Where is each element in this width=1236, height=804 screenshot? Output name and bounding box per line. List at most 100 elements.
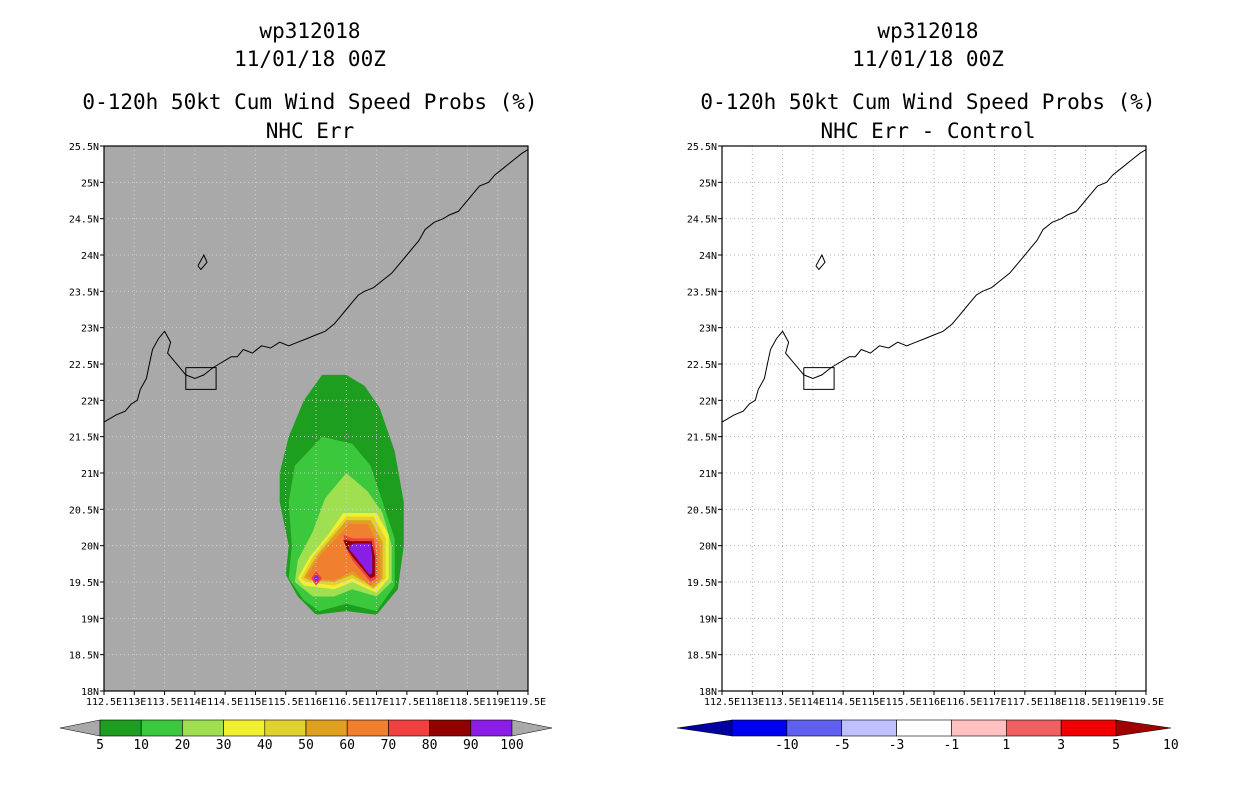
y-tick-label: 18N bbox=[81, 687, 99, 698]
y-tick-label: 24N bbox=[699, 251, 717, 262]
colorbar-swatch bbox=[429, 719, 472, 737]
colorbar-low-arrow bbox=[676, 719, 733, 737]
coastline-segment bbox=[815, 253, 826, 271]
y-tick-label: 25N bbox=[699, 178, 717, 189]
x-tick-label: 118.5E bbox=[449, 697, 485, 708]
grid bbox=[104, 146, 528, 691]
colorbar-label: 30 bbox=[216, 738, 232, 753]
x-tick-label: 117.5E bbox=[389, 697, 425, 708]
y-tick-label: 25.5N bbox=[687, 142, 717, 153]
y-tick-label: 22N bbox=[699, 396, 717, 407]
y-tick-label: 23.5N bbox=[687, 287, 717, 298]
right-title: wp312018 11/01/18 00Z 0-120h 50kt Cum Wi… bbox=[700, 19, 1155, 143]
y-tick-label: 24.5N bbox=[69, 215, 99, 226]
title-line-1: wp312018 bbox=[259, 19, 360, 43]
colorbar-label: 5 bbox=[1112, 738, 1120, 753]
y-tick-label: 20.5N bbox=[69, 505, 99, 516]
colorbar-swatch bbox=[346, 719, 389, 737]
colorbar-label: 90 bbox=[463, 738, 479, 753]
x-tick-label: 114.5E bbox=[207, 697, 243, 708]
colorbar-swatch bbox=[1060, 719, 1117, 737]
y-tick-label: 23N bbox=[699, 324, 717, 335]
colorbar-label: 3 bbox=[1057, 738, 1065, 753]
colorbar-swatch bbox=[951, 719, 1007, 737]
x-tick-label: 117E bbox=[983, 697, 1007, 708]
x-tick-label: 113.5E bbox=[147, 697, 183, 708]
colorbar-swatch bbox=[731, 719, 788, 737]
colorbar-label: -5 bbox=[834, 738, 850, 753]
x-tick-label: 115.5E bbox=[268, 697, 304, 708]
title-line-4: NHC Err bbox=[266, 119, 355, 143]
colorbar-label: -1 bbox=[944, 738, 960, 753]
colorbar-swatch bbox=[896, 719, 952, 737]
title-line-1: wp312018 bbox=[877, 19, 978, 43]
x-tick-label: 119E bbox=[1104, 697, 1128, 708]
left-title: wp312018 11/01/18 00Z 0-120h 50kt Cum Wi… bbox=[82, 19, 537, 143]
y-tick-label: 20.5N bbox=[687, 505, 717, 516]
y-tick-label: 23.5N bbox=[69, 287, 99, 298]
colorbar-label: -10 bbox=[775, 738, 798, 753]
x-tick-label: 116E bbox=[304, 697, 328, 708]
x-tick-label: 115E bbox=[861, 697, 885, 708]
colorbar-low-arrow bbox=[59, 719, 101, 737]
map-area bbox=[721, 145, 1147, 692]
x-tick-label: 117.5E bbox=[1007, 697, 1043, 708]
x-tick-label: 113.5E bbox=[765, 697, 801, 708]
y-tick-label: 18.5N bbox=[69, 651, 99, 662]
colorbar-swatch bbox=[470, 719, 513, 737]
colorbar-swatch bbox=[786, 719, 843, 737]
colorbar-swatch bbox=[305, 719, 348, 737]
colorbar-swatch bbox=[264, 719, 307, 737]
colorbar-label: 80 bbox=[422, 738, 438, 753]
x-tick-label: 113E bbox=[740, 697, 764, 708]
axis-ticks: 112.5E 113E 113.5E 114E 114.5E 115E 115.5E 116E… bbox=[687, 142, 1164, 708]
x-tick-label: 114.5E bbox=[825, 697, 861, 708]
title-line-2: 11/01/18 00Z bbox=[852, 47, 1004, 71]
colorbar-label: 60 bbox=[339, 738, 355, 753]
colorbar-label: 10 bbox=[1163, 738, 1179, 753]
x-tick-label: 118.5E bbox=[1067, 697, 1103, 708]
x-tick-label: 115.5E bbox=[886, 697, 922, 708]
colorbar-swatch bbox=[223, 719, 266, 737]
y-tick-label: 19N bbox=[699, 614, 717, 625]
y-tick-label: 19N bbox=[81, 614, 99, 625]
title-line-3: 0-120h 50kt Cum Wind Speed Probs (%) bbox=[82, 90, 537, 114]
y-tick-label: 20N bbox=[699, 542, 717, 553]
x-tick-label: 116.5E bbox=[328, 697, 364, 708]
axis-ticks: 112.5E 113E 113.5E 114E 114.5E 115E 115.5E 116E… bbox=[69, 142, 546, 708]
y-tick-label: 24.5N bbox=[687, 215, 717, 226]
left-panel-probabilities: wp312018 11/01/18 00Z 0-120h 50kt Cum Wi… bbox=[59, 19, 553, 753]
colorbar-label: 10 bbox=[133, 738, 149, 753]
y-tick-label: 19.5N bbox=[687, 578, 717, 589]
map-area bbox=[103, 145, 529, 692]
colorbar-label: 100 bbox=[500, 738, 523, 753]
y-tick-label: 25N bbox=[81, 178, 99, 189]
colorbar-swatch bbox=[841, 719, 897, 737]
x-tick-label: 116.5E bbox=[946, 697, 982, 708]
colorbar-swatch bbox=[182, 719, 224, 737]
y-tick-label: 19.5N bbox=[69, 578, 99, 589]
coastline bbox=[103, 149, 529, 423]
x-tick-label: 118E bbox=[1043, 697, 1067, 708]
coastline-segment bbox=[185, 367, 217, 390]
contour-90 bbox=[313, 574, 320, 583]
x-tick-label: 116E bbox=[922, 697, 946, 708]
title-line-2: 11/01/18 00Z bbox=[234, 47, 386, 71]
x-tick-label: 114E bbox=[801, 697, 825, 708]
colorbar-label: 5 bbox=[96, 738, 104, 753]
x-tick-label: 112.5E bbox=[86, 697, 122, 708]
colorbar-swatch bbox=[1005, 719, 1062, 737]
coastline-segment bbox=[197, 253, 208, 271]
coastline-segment bbox=[103, 149, 529, 423]
y-tick-label: 22.5N bbox=[69, 360, 99, 371]
contour-90 bbox=[349, 543, 373, 575]
coastline-segment bbox=[803, 367, 835, 390]
colorbar: -10 -5 -3 -1 1 3 5 10 bbox=[676, 719, 1179, 753]
y-tick-label: 25.5N bbox=[69, 142, 99, 153]
x-tick-label: 114E bbox=[183, 697, 207, 708]
y-tick-label: 21.5N bbox=[69, 433, 99, 444]
title-line-3: 0-120h 50kt Cum Wind Speed Probs (%) bbox=[700, 90, 1155, 114]
y-tick-label: 21N bbox=[81, 469, 99, 480]
x-tick-label: 117E bbox=[365, 697, 389, 708]
